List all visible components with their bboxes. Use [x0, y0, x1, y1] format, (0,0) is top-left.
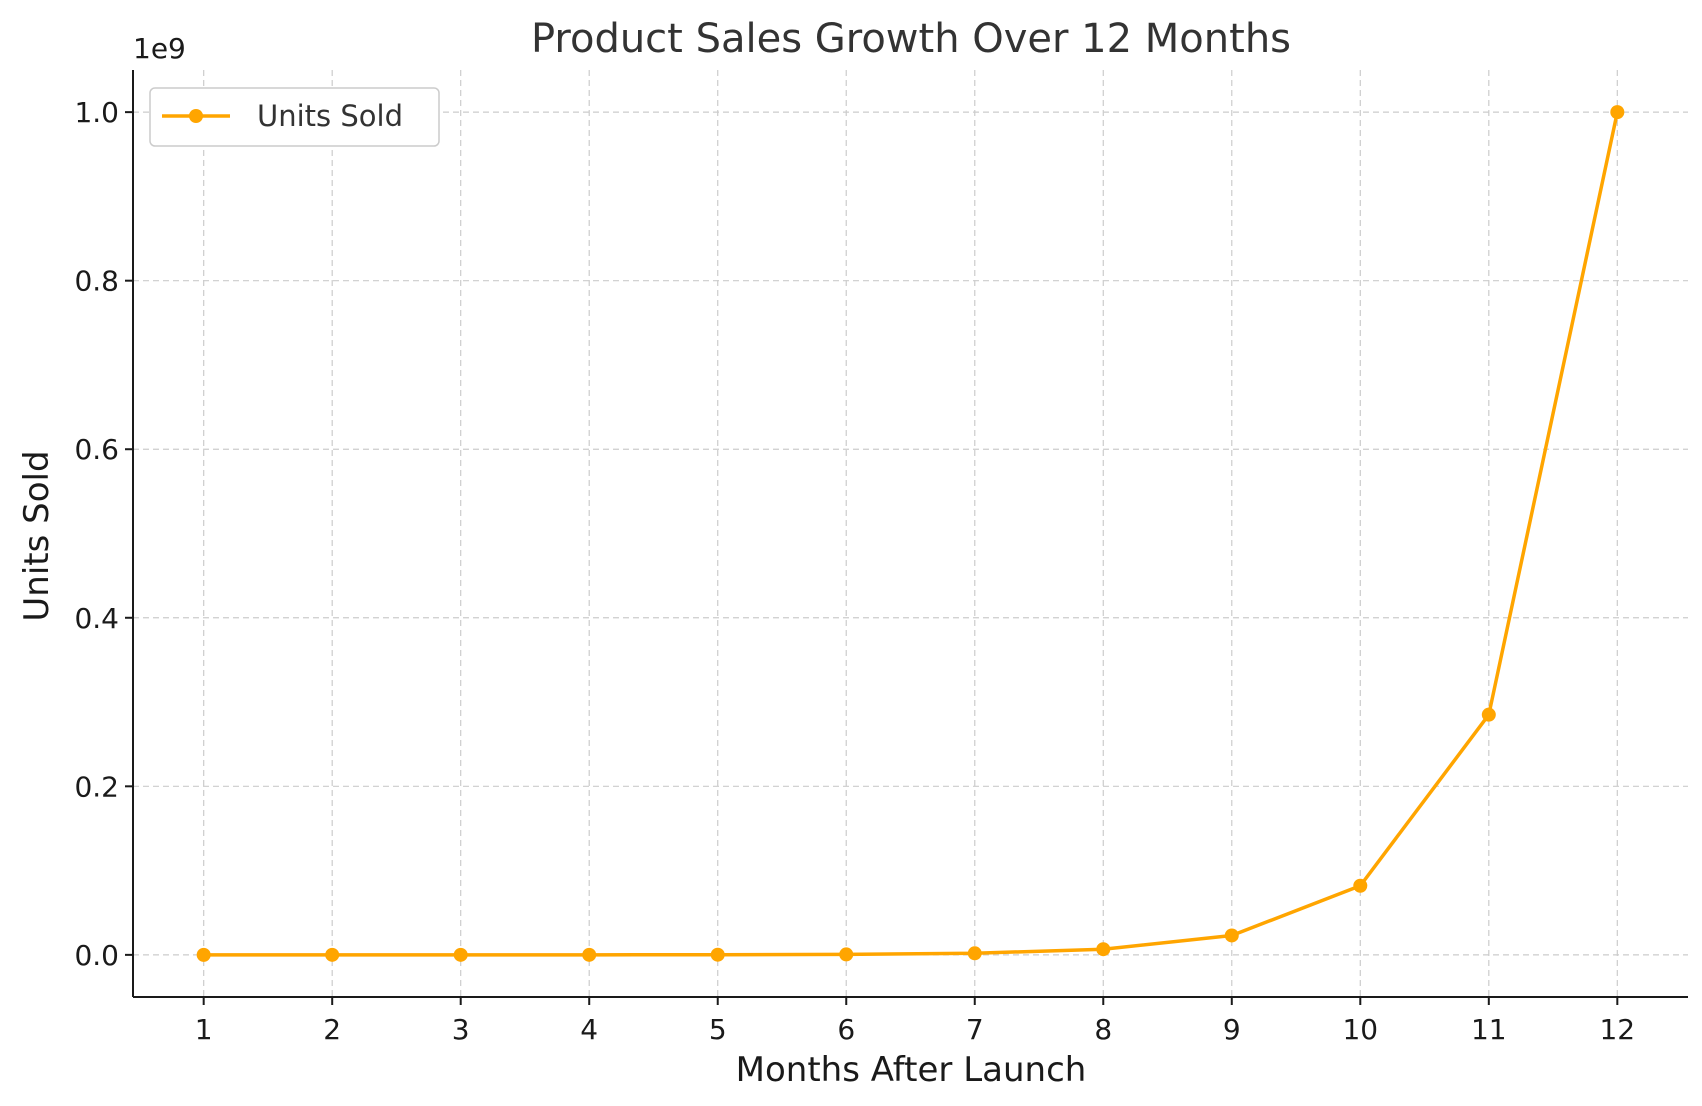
x-axis-label: Months After Launch	[736, 1050, 1087, 1090]
y-tick-label: 1.0	[74, 96, 119, 129]
x-tick-label: 8	[1094, 1013, 1112, 1046]
y-tick-label: 0.2	[74, 770, 119, 803]
series-layer	[196, 105, 1625, 962]
data-point	[1353, 878, 1368, 893]
y-tick-label: 0.4	[74, 602, 119, 635]
x-tick-label: 5	[709, 1013, 727, 1046]
data-point	[196, 947, 211, 962]
series-line-units-sold	[201, 110, 1620, 957]
x-tick-label: 2	[323, 1013, 341, 1046]
legend-frame	[149, 87, 440, 147]
x-tick-label: 11	[1471, 1013, 1507, 1046]
x-tick-label: 3	[452, 1013, 470, 1046]
y-tick-label: 0.6	[74, 433, 119, 466]
data-point	[1481, 707, 1496, 722]
x-tick-label: 12	[1599, 1013, 1635, 1046]
x-tick-label: 10	[1342, 1013, 1378, 1046]
legend-marker	[189, 109, 203, 123]
x-tick-label: 7	[966, 1013, 984, 1046]
grid	[133, 70, 1688, 997]
data-point	[453, 947, 468, 962]
y-axis-label: Units Sold	[17, 450, 57, 621]
chart-title: Product Sales Growth Over 12 Months	[531, 16, 1291, 62]
data-point	[1096, 942, 1111, 957]
legend: Units Sold	[149, 87, 440, 147]
data-point	[1224, 928, 1239, 943]
data-point	[839, 947, 854, 962]
data-point	[967, 946, 982, 961]
axes: 1 2 3 4 5 6 7 8 9 10 11 120.00.20.40.60.81.0	[74, 70, 1688, 1046]
data-point	[325, 947, 340, 962]
data-point	[710, 947, 725, 962]
y-axis-offset-label: 1e9	[133, 32, 186, 65]
x-tick-label: 1	[195, 1013, 213, 1046]
x-tick-label: 6	[837, 1013, 855, 1046]
y-tick-label: 0.0	[74, 939, 119, 972]
x-tick-label: 4	[580, 1013, 598, 1046]
data-point	[582, 947, 597, 962]
x-tick-label: 9	[1223, 1013, 1241, 1046]
data-point	[1610, 105, 1625, 120]
legend-label-units-sold: Units Sold	[257, 99, 403, 133]
y-tick-label: 0.8	[74, 265, 119, 298]
